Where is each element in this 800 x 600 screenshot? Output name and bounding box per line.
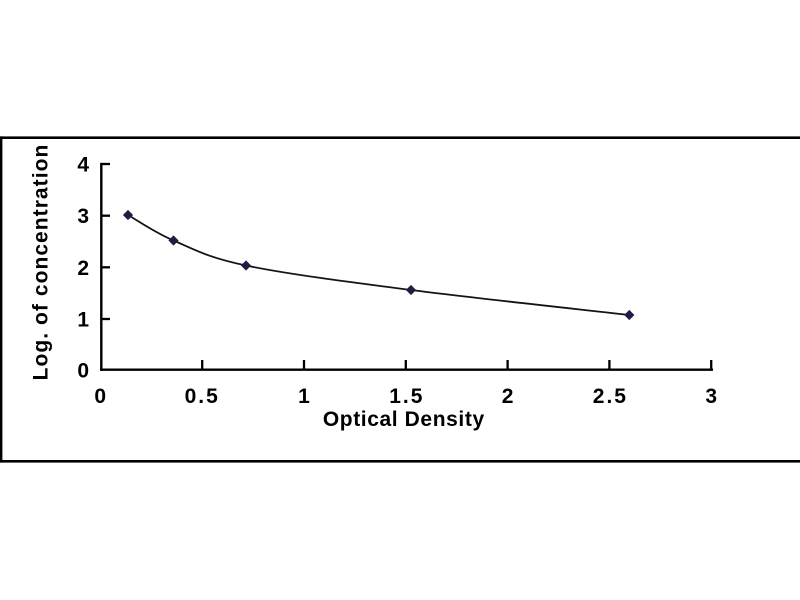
svg-text:2.5: 2.5 bbox=[593, 385, 628, 408]
svg-text:1.5: 1.5 bbox=[389, 385, 424, 408]
svg-text:1: 1 bbox=[77, 309, 89, 332]
svg-text:Log. of concentration: Log. of concentration bbox=[30, 144, 53, 381]
svg-text:3: 3 bbox=[705, 385, 717, 408]
svg-text:0: 0 bbox=[77, 360, 89, 383]
svg-text:2: 2 bbox=[502, 385, 514, 408]
svg-text:3: 3 bbox=[77, 205, 89, 228]
svg-text:4: 4 bbox=[77, 154, 89, 177]
svg-text:Optical Density: Optical Density bbox=[323, 408, 485, 431]
svg-text:0.5: 0.5 bbox=[185, 385, 220, 408]
svg-text:0: 0 bbox=[94, 385, 106, 408]
svg-text:2: 2 bbox=[77, 257, 89, 280]
svg-text:1: 1 bbox=[298, 385, 310, 408]
